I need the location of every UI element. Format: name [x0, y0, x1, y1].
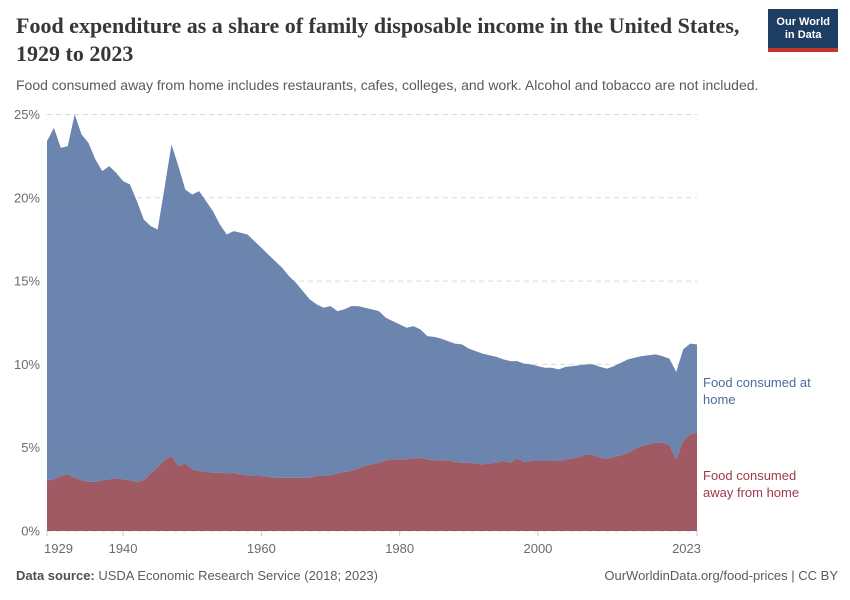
attribution-link[interactable]: OurWorldinData.org/food-prices | CC BY: [604, 568, 838, 583]
x-tick-label-2023: 2023: [672, 541, 701, 556]
area-food-at-home: [47, 114, 697, 482]
data-source-note: Data source: USDA Economic Research Serv…: [16, 568, 378, 583]
owid-logo: Our World in Data: [768, 9, 838, 52]
series-label-food-at-home: Food consumed at home: [703, 375, 811, 407]
y-tick-label-5: 5%: [21, 440, 40, 455]
area-food-away-from-home: [47, 432, 697, 531]
y-tick-label-20: 20%: [14, 190, 40, 205]
x-tick-label-1929: 1929: [44, 541, 73, 556]
y-tick-label-25: 25%: [14, 107, 40, 122]
data-source-text: USDA Economic Research Service (2018; 20…: [94, 568, 378, 583]
x-tick-label-1940: 1940: [109, 541, 138, 556]
chart-title: Food expenditure as a share of family di…: [16, 13, 740, 66]
owid-logo-line1: Our World: [776, 16, 830, 28]
owid-logo-line2: in Data: [784, 29, 822, 41]
x-tick-label-2000: 2000: [523, 541, 552, 556]
y-tick-label-10: 10%: [14, 357, 40, 372]
x-tick-label-1960: 1960: [247, 541, 276, 556]
chart-subtitle: Food consumed away from home includes re…: [16, 77, 759, 93]
y-tick-label-0: 0%: [21, 524, 40, 539]
y-tick-label-15: 15%: [14, 274, 40, 289]
data-source-label: Data source:: [16, 568, 95, 583]
series-label-food-away-from-home: Food consumed away from home: [703, 468, 800, 500]
x-tick-label-1980: 1980: [385, 541, 414, 556]
